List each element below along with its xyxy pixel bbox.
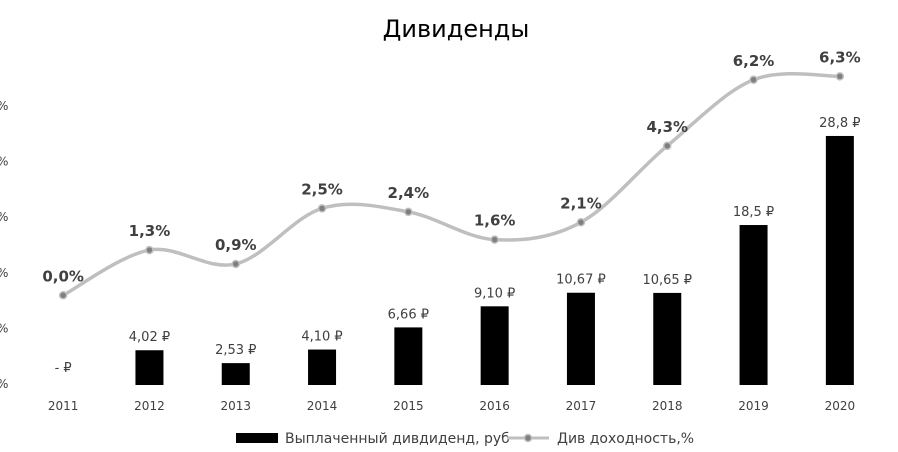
legend-bar-swatch <box>236 433 278 443</box>
left-axis-tick: % <box>0 99 8 113</box>
x-tick-label: 2019 <box>738 399 769 413</box>
x-tick-label: 2013 <box>220 399 251 413</box>
bar-data-label: - ₽ <box>55 361 72 376</box>
line-point <box>145 245 154 255</box>
line-data-label: 1,3% <box>129 222 171 240</box>
left-axis-tick: % <box>0 210 8 224</box>
legend-bar-label: Выплаченный дивдиденд, руб <box>285 431 510 447</box>
bar-data-label: 18,5 ₽ <box>733 205 774 220</box>
x-tick-label: 2015 <box>393 399 424 413</box>
bar <box>825 135 854 385</box>
x-tick-label: 2016 <box>479 399 510 413</box>
line-data-label: 0,0% <box>42 267 84 285</box>
bar <box>308 349 337 385</box>
bar <box>221 363 250 385</box>
line-data-label: 4,3% <box>646 118 688 136</box>
line-data-label: 6,3% <box>819 48 861 66</box>
bar <box>480 306 509 385</box>
line-data-label: 2,1% <box>560 194 602 212</box>
bar-data-label: 9,10 ₽ <box>474 286 515 301</box>
x-tick-label: 2014 <box>307 399 338 413</box>
line-data-label: 2,5% <box>301 180 343 198</box>
left-axis-tick: % <box>0 377 8 391</box>
legend-line-label: Див доходность,% <box>557 431 694 447</box>
bar <box>739 225 768 385</box>
line-point <box>404 207 413 217</box>
legend-line-marker <box>523 433 533 443</box>
line-data-label: 2,4% <box>388 184 430 202</box>
line-point <box>749 75 758 85</box>
x-tick-label: 2017 <box>566 399 597 413</box>
x-axis-ticks: 2011 2012 2013 2014 2015 2016 2017 2018 2019 2020 <box>48 399 855 413</box>
line-point <box>663 141 672 151</box>
left-axis-ticks: %%%%%% <box>0 99 8 391</box>
x-tick-label: 2018 <box>652 399 683 413</box>
bar <box>135 350 164 385</box>
left-axis-tick: % <box>0 321 8 335</box>
line-data-label: 1,6% <box>474 212 516 230</box>
legend: Выплаченный дивдиденд, руб Див доходност… <box>236 431 694 447</box>
x-tick-label: 2011 <box>48 399 79 413</box>
line-data-label: 6,2% <box>733 52 775 70</box>
line-data-labels: 0,0% 1,3% 0,9% 2,5% 2,4% 1,6% 2,1% 4,3% 6,2% 6,3% <box>42 48 860 285</box>
line-point <box>576 218 586 227</box>
line-point <box>317 204 327 213</box>
x-tick-label: 2020 <box>825 399 856 413</box>
line-series <box>58 71 845 300</box>
bar-data-label: 6,66 ₽ <box>388 307 429 322</box>
line-point <box>231 259 240 269</box>
bar <box>653 292 682 385</box>
bar-data-label: 2,53 ₽ <box>215 343 256 358</box>
bar-data-label: 28,8 ₽ <box>819 116 860 131</box>
bar <box>394 327 423 385</box>
left-axis-tick: % <box>0 266 8 280</box>
line-data-label: 0,9% <box>215 236 257 254</box>
bar-series <box>135 135 854 385</box>
bar <box>566 292 595 385</box>
bar-data-labels: - ₽ 4,02 ₽ 2,53 ₽ 4,10 ₽ 6,66 ₽ 9,10 ₽ 10,67 ₽… <box>55 116 861 376</box>
line-point <box>490 235 499 244</box>
line-point <box>58 291 68 300</box>
line-point <box>835 72 845 81</box>
chart-title: Дивиденды <box>383 15 530 43</box>
bar-data-label: 10,67 ₽ <box>556 273 606 288</box>
x-tick-label: 2012 <box>134 399 165 413</box>
left-axis-tick: % <box>0 155 8 169</box>
bar-data-label: 4,02 ₽ <box>129 330 170 345</box>
dividend-yield-line <box>62 71 840 297</box>
bar-data-label: 10,65 ₽ <box>642 273 692 288</box>
bar-data-label: 4,10 ₽ <box>301 330 342 345</box>
